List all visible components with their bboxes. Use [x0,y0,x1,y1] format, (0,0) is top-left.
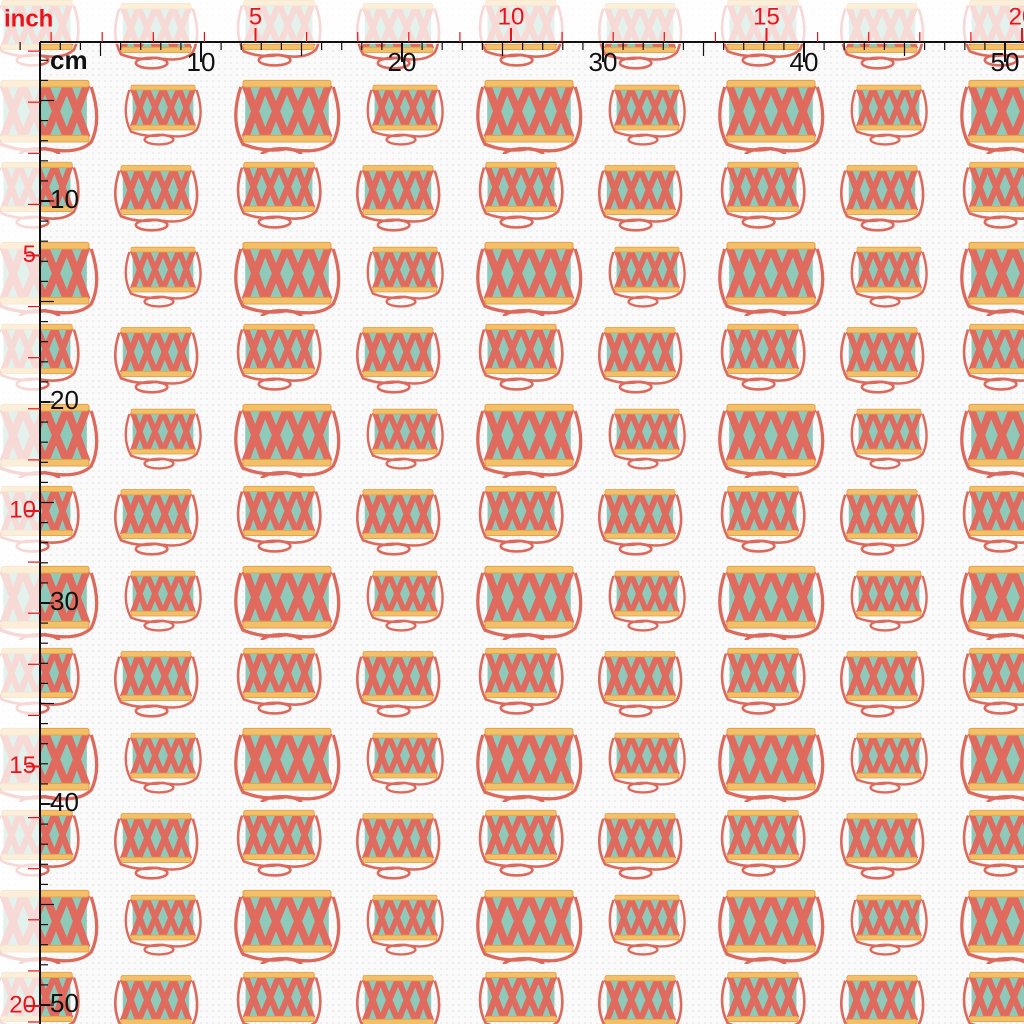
inch-tick-label: 5 [249,3,262,30]
cm-tick-label: 50 [991,47,1020,77]
inch-tick-label: 15 [753,3,780,30]
cm-tick-label: 10 [187,47,216,77]
cm-tick-label: 40 [790,47,819,77]
cm-tick-label: 20 [388,47,417,77]
cm-tick-label: 30 [50,586,79,616]
cm-tick-label: 20 [50,385,79,415]
ruler-ticks: 10 20 30 40 50 5 10 15 20 10 20 30 40 50 5 10 15 20 [9,3,1024,1023]
cm-tick-label: 50 [50,988,79,1018]
inch-tick-label: 20 [9,991,36,1018]
cm-tick-label: 30 [589,47,618,77]
inch-unit-label: inch [4,5,53,32]
cm-tick-label: 10 [50,184,79,214]
cm-unit-label: cm [50,45,88,75]
inch-tick-label: 5 [23,241,36,268]
inch-tick-label: 10 [9,496,36,523]
cm-tick-label: 40 [50,787,79,817]
inch-tick-label: 10 [498,3,525,30]
left-ruler-band [0,44,40,1024]
inch-tick-label: 20 [1009,3,1024,30]
inch-tick-label: 15 [9,752,36,779]
